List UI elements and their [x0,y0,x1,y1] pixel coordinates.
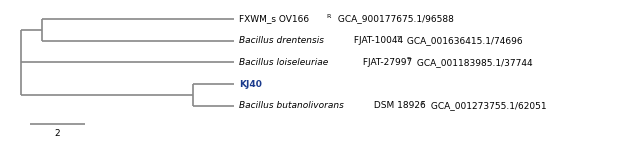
Text: GCA_900177675.1/96588: GCA_900177675.1/96588 [335,14,454,23]
Text: T: T [396,36,400,41]
Text: Bacillus drentensis: Bacillus drentensis [239,36,324,45]
Text: GCA_001273755.1/62051: GCA_001273755.1/62051 [428,101,546,110]
Text: DSM 18926: DSM 18926 [371,101,426,110]
Text: Bacillus butanolivorans: Bacillus butanolivorans [239,101,344,110]
Text: GCA_001183985.1/37744: GCA_001183985.1/37744 [414,58,533,67]
Text: KJ40: KJ40 [239,80,262,89]
Text: FJAT-27997: FJAT-27997 [360,58,412,67]
Text: GCA_001636415.1/74696: GCA_001636415.1/74696 [404,36,522,45]
Text: T: T [406,57,410,62]
Text: FJAT-10044: FJAT-10044 [352,36,404,45]
Text: R: R [326,14,331,19]
Text: Bacillus loiseleuriae: Bacillus loiseleuriae [239,58,329,67]
Text: FXWM_s OV166: FXWM_s OV166 [239,14,310,23]
Text: 2: 2 [54,129,60,138]
Text: T: T [420,101,423,106]
